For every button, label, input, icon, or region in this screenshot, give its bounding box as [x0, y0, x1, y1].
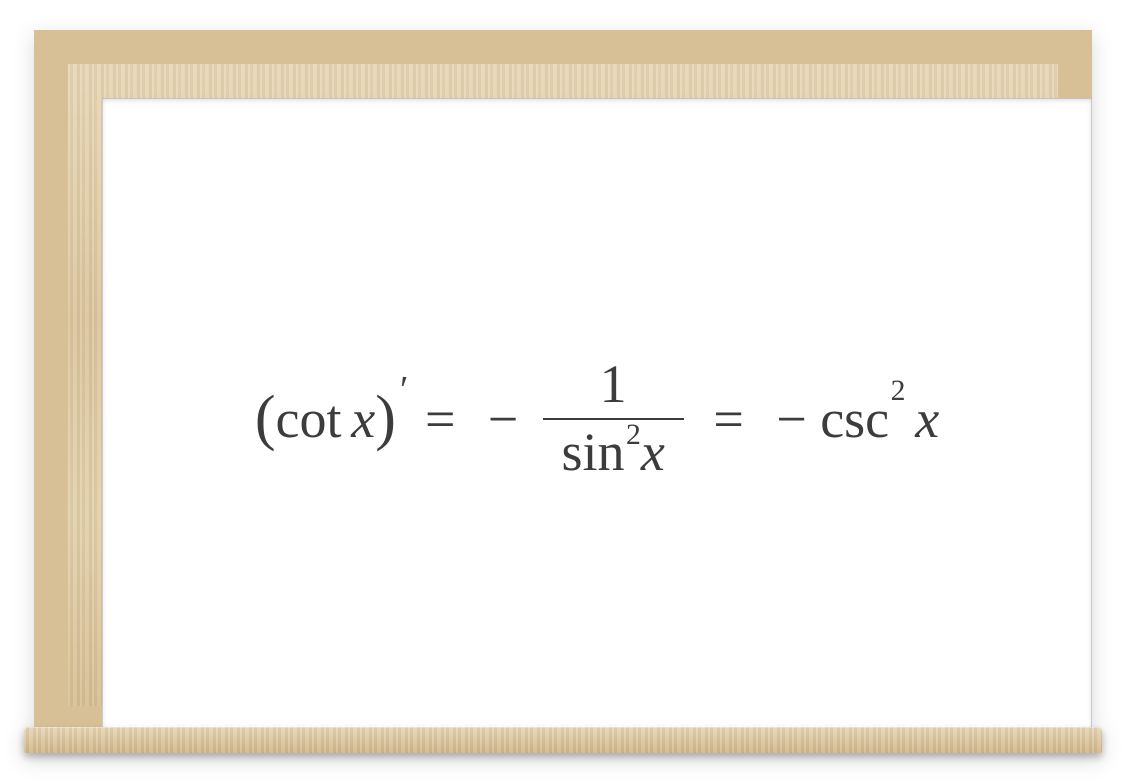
equals-2: = — [694, 392, 762, 446]
whiteboard-surface: ( cot x ) ′ = − 1 sin2x = − csc2 — [102, 98, 1092, 740]
csc-function: csc — [820, 392, 889, 446]
prime-mark: ′ — [398, 372, 406, 410]
whiteboard-wood-frame: ( cot x ) ′ = − 1 sin2x = − csc2 — [34, 30, 1092, 740]
fraction-denominator: sin2x — [543, 420, 684, 486]
sin-exponent: 2 — [626, 419, 641, 451]
whiteboard-ledge — [24, 727, 1102, 753]
fraction: 1 sin2x — [543, 352, 684, 486]
variable-x-den: x — [641, 422, 665, 482]
csc-exponent: 2 — [891, 377, 906, 407]
sin-function: sin — [561, 422, 624, 482]
minus-2: − — [763, 392, 820, 446]
minus-1: − — [474, 392, 531, 446]
left-paren: ( — [255, 387, 276, 449]
right-paren: ) — [375, 387, 396, 449]
variable-x-1: x — [351, 392, 375, 446]
cot-function: cot — [276, 392, 342, 446]
fraction-numerator: 1 — [581, 352, 646, 418]
equation: ( cot x ) ′ = − 1 sin2x = − csc2 — [255, 352, 939, 486]
whiteboard-frame-container: ( cot x ) ′ = − 1 sin2x = − csc2 — [34, 30, 1092, 740]
variable-x-2: x — [915, 392, 939, 446]
equals-1: = — [406, 392, 474, 446]
